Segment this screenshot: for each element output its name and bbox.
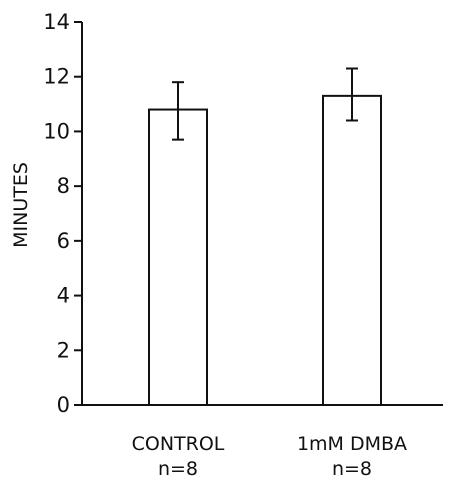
category-labels: CONTROL n=8 1mM DMBA n=8 — [132, 433, 407, 480]
bar-0 — [148, 108, 208, 407]
sample-size-label-1: n=8 — [332, 458, 372, 480]
y-tick-label: 14 — [43, 10, 70, 34]
y-tick-label: 0 — [57, 393, 70, 417]
category-label-1: 1mM DMBA — [297, 433, 407, 455]
y-tick-label: 2 — [57, 338, 70, 362]
category-label-0: CONTROL — [132, 433, 225, 455]
bar-1 — [322, 94, 382, 406]
y-axis: 0 2 4 6 8 10 12 14 — [43, 10, 83, 417]
error-bars — [172, 67, 358, 141]
bars — [148, 94, 382, 407]
y-tick-label: 4 — [57, 284, 70, 308]
y-tick-label: 10 — [43, 119, 70, 143]
sample-size-label-0: n=8 — [158, 458, 198, 480]
y-axis-label: MINUTES — [10, 162, 32, 248]
y-tick-label: 6 — [57, 229, 70, 253]
y-tick-label: 12 — [43, 65, 70, 89]
y-tick-label: 8 — [57, 174, 70, 198]
